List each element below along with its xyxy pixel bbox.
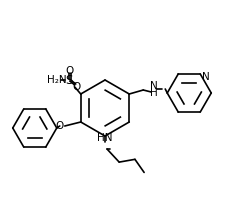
Text: HN: HN (97, 133, 113, 143)
Text: H: H (150, 88, 158, 98)
Text: O: O (66, 66, 74, 76)
Text: N: N (202, 72, 210, 82)
Text: S: S (65, 73, 72, 86)
Text: H₂N: H₂N (47, 75, 67, 85)
Text: N: N (150, 81, 158, 91)
Text: O: O (73, 82, 81, 92)
Text: O: O (55, 121, 64, 131)
